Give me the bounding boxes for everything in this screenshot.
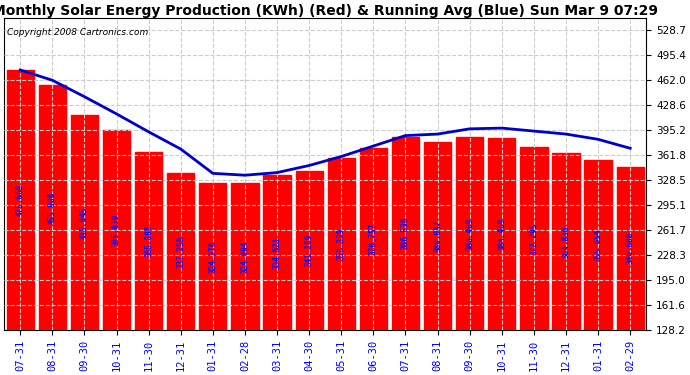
Bar [520,147,548,330]
Bar [359,148,387,330]
Text: 365.886: 365.886 [144,225,153,257]
Bar [488,138,515,330]
Bar [231,183,259,330]
Bar [552,153,580,330]
Text: 364.836: 364.836 [562,225,571,258]
Bar [167,174,195,330]
Bar [264,176,290,330]
Text: 324.004: 324.004 [240,240,250,273]
Bar [424,141,451,330]
Title: Monthly Solar Energy Production (KWh) (Red) & Running Avg (Blue) Sun Mar 9 07:29: Monthly Solar Energy Production (KWh) (R… [0,4,658,18]
Text: 341.189: 341.189 [305,234,314,266]
Text: 370.757: 370.757 [369,223,378,255]
Bar [617,166,644,330]
Bar [295,171,323,330]
Bar [328,158,355,330]
Text: 386.409: 386.409 [465,217,474,249]
Text: 384.469: 384.469 [497,218,506,250]
Bar [7,70,34,330]
Bar [199,183,226,330]
Bar [39,85,66,330]
Text: 346.606: 346.606 [626,232,635,264]
Bar [135,152,162,330]
Text: Copyright 2008 Cartronics.com: Copyright 2008 Cartronics.com [8,27,148,36]
Bar [392,136,419,330]
Text: 415.045: 415.045 [80,206,89,239]
Text: 455.908: 455.908 [48,191,57,224]
Text: 372.295: 372.295 [529,222,538,255]
Text: 324.370: 324.370 [208,240,217,273]
Text: 355.654: 355.654 [593,229,602,261]
Text: 358.339: 358.339 [337,228,346,260]
Text: 395.030: 395.030 [112,214,121,246]
Bar [103,130,130,330]
Bar [584,160,612,330]
Text: 386.538: 386.538 [401,217,410,249]
Bar [456,137,483,330]
Text: 475.669: 475.669 [16,184,25,216]
Text: 334.621: 334.621 [273,237,282,269]
Text: 380.047: 380.047 [433,219,442,252]
Text: 337.298: 337.298 [176,236,185,268]
Bar [71,116,98,330]
